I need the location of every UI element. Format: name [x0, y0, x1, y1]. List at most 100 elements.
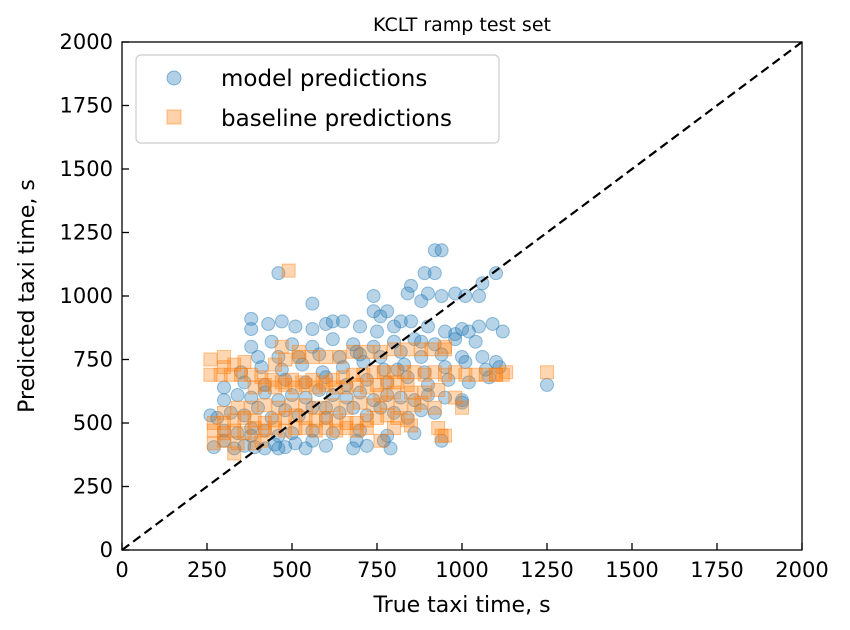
model-prediction-point	[458, 289, 473, 303]
model-prediction-point	[305, 433, 320, 448]
baseline-prediction-point	[427, 365, 442, 380]
baseline-prediction-point	[380, 375, 395, 390]
baseline-prediction-point	[319, 410, 333, 425]
model-prediction-point	[468, 334, 483, 349]
model-prediction-point	[482, 370, 497, 385]
x-tick-label: 750	[357, 558, 397, 582]
baseline-prediction-point	[223, 367, 238, 382]
baseline-prediction-point	[424, 342, 439, 357]
model-prediction-point	[278, 372, 293, 387]
model-prediction-point	[274, 314, 289, 329]
baseline-prediction-point	[387, 365, 401, 380]
baseline-prediction-point	[247, 380, 262, 395]
baseline-prediction-point	[278, 410, 293, 425]
model-prediction-point	[458, 355, 473, 370]
baseline-prediction-point	[257, 423, 272, 438]
model-prediction-point	[421, 388, 435, 403]
chart-title: KCLT ramp test set	[373, 14, 551, 36]
baseline-prediction-point	[227, 423, 242, 438]
model-prediction-point	[492, 360, 507, 375]
baseline-prediction-point	[495, 367, 510, 382]
model-prediction-point	[291, 408, 306, 423]
baseline-prediction-point	[217, 433, 231, 448]
x-tick-label: 0	[115, 558, 128, 582]
baseline-prediction-point	[295, 375, 310, 390]
model-prediction-point	[325, 388, 340, 403]
baseline-prediction-point	[404, 418, 418, 433]
baseline-prediction-point	[217, 405, 231, 420]
model-prediction-point	[319, 316, 333, 331]
model-prediction-point	[244, 322, 259, 337]
model-prediction-point	[254, 360, 269, 375]
model-prediction-point	[366, 304, 381, 319]
model-prediction-point	[285, 388, 299, 403]
model-prediction-point	[380, 388, 395, 403]
model-prediction-point	[407, 426, 422, 441]
x-tick-label: 1500	[605, 558, 658, 582]
baseline-prediction-point	[329, 413, 344, 428]
model-prediction-point	[305, 322, 320, 337]
model-prediction-point	[353, 347, 367, 362]
model-prediction-point	[234, 365, 248, 380]
model-prediction-point	[336, 314, 350, 329]
model-prediction-point	[230, 426, 245, 441]
model-prediction-point	[455, 322, 469, 337]
model-prediction-point	[434, 243, 449, 258]
model-prediction-point	[417, 365, 432, 380]
baseline-prediction-point	[257, 398, 272, 413]
model-prediction-point	[278, 403, 293, 418]
baseline-prediction-point	[373, 388, 388, 403]
model-prediction-point	[312, 347, 327, 362]
model-prediction-point	[489, 355, 503, 370]
baseline-prediction-point	[244, 400, 259, 415]
baseline-prediction-point	[332, 349, 347, 364]
baseline-prediction-point	[234, 367, 248, 382]
model-prediction-point	[455, 393, 469, 408]
x-tick-label: 1000	[435, 558, 488, 582]
baseline-prediction-point	[227, 446, 242, 461]
baseline-prediction-point	[203, 367, 218, 382]
model-prediction-point	[223, 405, 238, 420]
baseline-prediction-point	[257, 416, 272, 430]
baseline-prediction-point	[247, 436, 262, 451]
baseline-prediction-point	[438, 428, 452, 443]
model-prediction-point	[448, 332, 463, 347]
baseline-prediction-point	[438, 367, 452, 382]
model-prediction-point	[407, 393, 422, 408]
baseline-prediction-point	[400, 377, 415, 392]
baseline-prediction-point	[390, 410, 405, 425]
model-prediction-point	[339, 377, 354, 392]
model-prediction-point	[359, 438, 374, 453]
baseline-prediction-point	[540, 365, 554, 380]
baseline-prediction-point	[278, 423, 293, 438]
model-prediction-point	[448, 286, 463, 301]
model-prediction-point	[404, 314, 418, 329]
model-prediction-point	[427, 266, 442, 281]
model-prediction-point	[387, 319, 401, 334]
model-prediction-point	[295, 357, 310, 372]
model-prediction-point	[393, 390, 408, 405]
x-axis-label: True taxi time, s	[372, 593, 550, 618]
model-prediction-point	[438, 324, 452, 339]
baseline-prediction-point	[366, 365, 381, 380]
model-prediction-point	[472, 319, 486, 334]
series-model	[203, 243, 554, 456]
baseline-prediction-point	[489, 367, 503, 382]
model-prediction-point	[441, 372, 456, 387]
model-prediction-point	[274, 362, 289, 377]
baseline-prediction-point	[370, 410, 384, 425]
legend-marker-model	[166, 70, 182, 86]
model-prediction-point	[373, 400, 388, 415]
x-tick-label: 500	[272, 558, 312, 582]
model-prediction-point	[336, 360, 350, 375]
model-prediction-point	[291, 349, 306, 364]
x-tick-label: 1750	[690, 558, 743, 582]
model-prediction-point	[217, 380, 231, 395]
baseline-prediction-point	[414, 395, 429, 410]
model-prediction-point	[489, 266, 503, 281]
model-prediction-point	[251, 349, 265, 364]
legend: model predictions baseline predictions	[135, 54, 500, 144]
model-prediction-point	[475, 349, 490, 364]
baseline-prediction-point	[278, 377, 293, 392]
model-prediction-point	[400, 286, 415, 301]
